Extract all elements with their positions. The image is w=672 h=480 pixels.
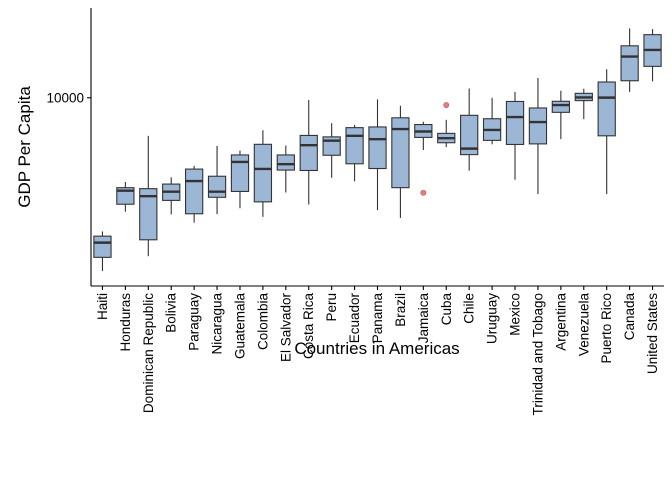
x-tick-label: Bolivia (164, 293, 179, 333)
box-mexico (505, 91, 525, 180)
box-cuba (437, 102, 456, 148)
x-tick-label: Paraguay (187, 293, 202, 351)
x-tick-label: Brazil (393, 293, 408, 327)
x-axis-title: Countries in Americas (294, 339, 459, 358)
iqr-box (505, 100, 525, 146)
box-jamaica (414, 121, 433, 196)
x-tick-label: Canada (622, 293, 637, 341)
box-el-salvador (276, 145, 295, 193)
x-tick-label: Ecuador (347, 293, 362, 344)
x-tick-label: Honduras (118, 293, 133, 352)
box-united-states (643, 29, 662, 82)
y-tick-label: 10000 (46, 90, 84, 105)
x-tick-label: Jamaica (416, 293, 431, 344)
box-paraguay (184, 165, 204, 223)
x-tick-label: Mexico (508, 293, 523, 336)
iqr-box (93, 235, 112, 258)
x-tick-label: Cuba (439, 293, 454, 326)
iqr-box (597, 81, 616, 137)
box-trinidad-and-tobago (528, 78, 548, 195)
box-argentina (551, 90, 571, 140)
x-tick-label: Panama (370, 293, 385, 344)
box-guatemala (230, 150, 250, 209)
x-tick-label: Trinidad and Tobago (530, 293, 545, 415)
x-tick-label: Chile (462, 293, 477, 324)
outlier-point (420, 189, 427, 196)
box-chile (460, 88, 479, 171)
x-ticks: Haiti Honduras Dominican Republic Bolivia Pa… (95, 286, 660, 415)
box-puerto-rico (597, 69, 616, 195)
box-colombia (253, 130, 273, 217)
iqr-box (460, 114, 479, 156)
box-ecuador (345, 124, 364, 182)
x-tick-label: Nicaragua (210, 293, 225, 355)
iqr-box (620, 45, 639, 82)
box-costa-rica (299, 100, 318, 205)
box-brazil (391, 105, 410, 218)
iqr-box (253, 143, 273, 203)
x-tick-label: Puerto Rico (599, 293, 614, 364)
x-tick-label: Uruguay (485, 293, 500, 344)
box-panama (368, 99, 387, 211)
x-tick-label: Haiti (95, 293, 110, 320)
iqr-box (528, 107, 548, 145)
iqr-box (299, 134, 318, 172)
x-tick-label: Colombia (255, 293, 270, 351)
iqr-box (230, 154, 250, 192)
outlier-point (443, 102, 450, 108)
iqr-box (139, 188, 158, 241)
iqr-box (391, 117, 410, 189)
box-dominican-republic (139, 135, 158, 257)
iqr-box (207, 175, 227, 198)
box-haiti (93, 231, 112, 272)
box-uruguay (482, 97, 502, 145)
x-tick-label: Argentina (553, 293, 568, 351)
box-bolivia (162, 177, 181, 215)
x-tick-label: El Salvador (278, 293, 293, 363)
x-tick-label: Dominican Republic (141, 293, 156, 413)
box-peru (322, 123, 341, 178)
box-nicaragua (207, 145, 227, 215)
x-tick-label: Venezuela (576, 293, 591, 357)
y-axis-title: GDP Per Capita (15, 86, 34, 208)
x-tick-label: Peru (324, 293, 339, 322)
box-venezuela (574, 88, 593, 120)
iqr-box (368, 126, 387, 170)
iqr-box (345, 127, 364, 165)
x-tick-label: Costa Rica (301, 293, 316, 360)
iqr-box (551, 100, 571, 113)
x-tick-label: United States (645, 293, 660, 374)
iqr-box (184, 168, 204, 215)
y-ticks: 10000 (46, 90, 91, 105)
boxes-layer (93, 28, 662, 272)
iqr-box (276, 154, 295, 171)
box-canada (620, 28, 639, 92)
box-honduras (116, 181, 135, 212)
x-tick-label: Guatemala (232, 293, 247, 360)
